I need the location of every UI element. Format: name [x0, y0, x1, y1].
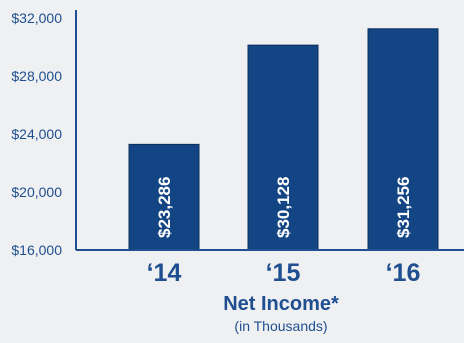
x-axis: ‘14 ‘15 ‘16	[147, 259, 421, 287]
y-axis: $16,000 $20,000 $24,000 $28,000 $32,000	[11, 10, 62, 258]
bar	[367, 28, 439, 251]
chart-title: Net Income*	[223, 293, 339, 315]
y-tick-label: $32,000	[11, 10, 62, 26]
bars: $23,286 $30,128 $31,256	[128, 28, 439, 251]
y-tick-label: $24,000	[11, 126, 62, 142]
bar	[247, 44, 319, 251]
x-tick-label: ‘14	[147, 259, 182, 287]
y-tick-label: $28,000	[11, 68, 62, 84]
data-label: $31,256	[394, 177, 413, 238]
x-tick-label: ‘16	[386, 259, 421, 287]
x-tick-label: ‘15	[266, 259, 301, 287]
data-label: $30,128	[274, 177, 293, 238]
bar	[128, 143, 200, 251]
y-tick-label: $20,000	[11, 184, 62, 200]
data-label: $23,286	[155, 177, 174, 238]
y-tick-label: $16,000	[11, 242, 62, 258]
chart-subtitle: (in Thousands)	[234, 318, 327, 334]
